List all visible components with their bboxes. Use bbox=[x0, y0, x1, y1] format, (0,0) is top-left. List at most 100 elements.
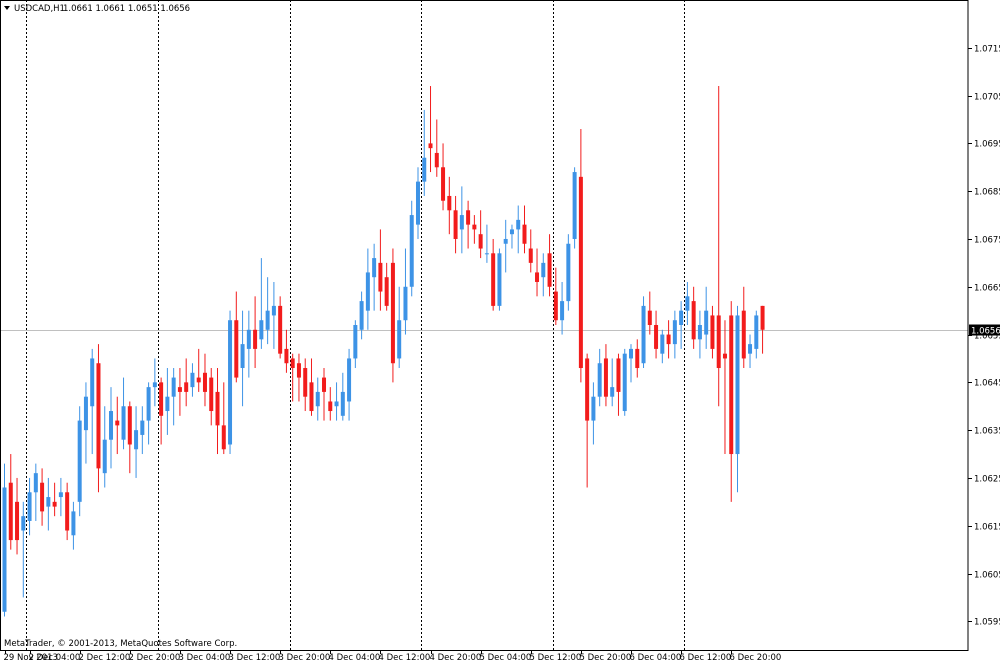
candle-body bbox=[503, 238, 508, 244]
candle bbox=[409, 200, 414, 297]
candle bbox=[353, 320, 358, 369]
candle bbox=[616, 353, 621, 416]
day-separator-lines bbox=[26, 0, 685, 650]
candle bbox=[21, 501, 26, 598]
price-tick-label: 1.0645 bbox=[974, 379, 1000, 389]
candle-body bbox=[33, 473, 38, 493]
candle-body bbox=[409, 215, 414, 287]
candle bbox=[121, 377, 126, 450]
candle-body bbox=[134, 430, 139, 450]
candle-body bbox=[553, 291, 558, 321]
candle bbox=[271, 281, 276, 349]
candle bbox=[378, 229, 383, 311]
candles-layer bbox=[2, 86, 765, 617]
candle bbox=[309, 358, 314, 416]
candle-body bbox=[253, 329, 258, 349]
candle-body bbox=[334, 401, 339, 407]
candle-body bbox=[635, 348, 640, 369]
candle-body bbox=[735, 315, 740, 455]
candle-body bbox=[679, 310, 684, 325]
candle-body bbox=[685, 296, 690, 311]
candle bbox=[466, 200, 471, 249]
candle bbox=[491, 238, 496, 311]
candle bbox=[535, 248, 540, 297]
candle-body bbox=[672, 320, 677, 345]
candle bbox=[165, 368, 170, 435]
candle-body bbox=[748, 344, 753, 354]
candle-body bbox=[535, 272, 540, 282]
candle bbox=[497, 248, 502, 311]
candle bbox=[691, 286, 696, 349]
candle-body bbox=[610, 387, 615, 397]
candle bbox=[679, 301, 684, 349]
candle bbox=[322, 368, 327, 421]
candle bbox=[390, 248, 395, 383]
candle-body bbox=[585, 358, 590, 421]
candle bbox=[15, 477, 20, 555]
candle-body bbox=[422, 157, 427, 182]
time-tick-label: 5 Dec 20:00 bbox=[580, 653, 632, 663]
candle-body bbox=[716, 315, 721, 369]
candle-body bbox=[52, 501, 57, 507]
candle-body bbox=[629, 348, 633, 359]
candle-body bbox=[271, 305, 276, 316]
candle bbox=[328, 387, 333, 421]
candle-body bbox=[428, 143, 433, 149]
plot-frame bbox=[0, 0, 969, 651]
price-axis[interactable]: 1.0715 1.0705 1.0695 1.0685 1.0675 1.0665 1.06… bbox=[968, 45, 1000, 628]
candle bbox=[146, 382, 151, 445]
candle-body bbox=[27, 492, 32, 521]
candle bbox=[340, 372, 345, 421]
candle bbox=[372, 243, 377, 311]
candle bbox=[359, 291, 364, 340]
candle bbox=[672, 310, 677, 359]
candle-body bbox=[96, 363, 101, 469]
candle-body bbox=[322, 377, 327, 392]
dropdown-triangle-icon[interactable] bbox=[4, 6, 10, 10]
candle bbox=[704, 286, 709, 349]
candle-body bbox=[622, 353, 627, 412]
candle-body bbox=[403, 286, 408, 321]
candle-body bbox=[278, 305, 283, 354]
price-tick-label: 1.0605 bbox=[974, 571, 1000, 581]
candle bbox=[685, 281, 690, 325]
candle-body bbox=[234, 320, 239, 378]
candle bbox=[215, 368, 220, 455]
candle-body bbox=[641, 305, 646, 364]
candle bbox=[722, 320, 727, 455]
candle-body bbox=[259, 320, 264, 340]
candle bbox=[597, 348, 602, 407]
candle-body bbox=[722, 353, 727, 359]
candle bbox=[190, 363, 195, 397]
time-tick-label: 2 Dec 20:00 bbox=[129, 653, 181, 663]
candle bbox=[422, 109, 427, 196]
candle-body bbox=[159, 382, 164, 416]
candle-body bbox=[390, 262, 395, 364]
candle bbox=[754, 310, 759, 359]
current-price-box-bg bbox=[969, 324, 1000, 336]
candle-body bbox=[522, 224, 527, 244]
candle-body bbox=[754, 315, 759, 349]
candle-body bbox=[710, 315, 715, 349]
candle bbox=[397, 286, 402, 369]
candle-body bbox=[729, 315, 734, 455]
candle bbox=[303, 358, 308, 412]
price-tick-label: 1.0595 bbox=[974, 618, 1000, 628]
price-tick-label: 1.0715 bbox=[974, 45, 1000, 55]
candle bbox=[228, 310, 233, 455]
candle bbox=[83, 382, 88, 464]
candle bbox=[748, 334, 753, 369]
candle bbox=[459, 186, 464, 254]
candle-body bbox=[165, 396, 170, 412]
price-tick-label: 1.0615 bbox=[974, 523, 1000, 533]
candle-body bbox=[127, 406, 132, 445]
candle-body bbox=[46, 497, 51, 507]
candle-body bbox=[441, 167, 446, 201]
candle-body bbox=[202, 372, 207, 392]
time-tick-label: 3 Dec 12:00 bbox=[229, 653, 281, 663]
candle-body bbox=[704, 310, 709, 335]
candle-body bbox=[547, 253, 552, 287]
